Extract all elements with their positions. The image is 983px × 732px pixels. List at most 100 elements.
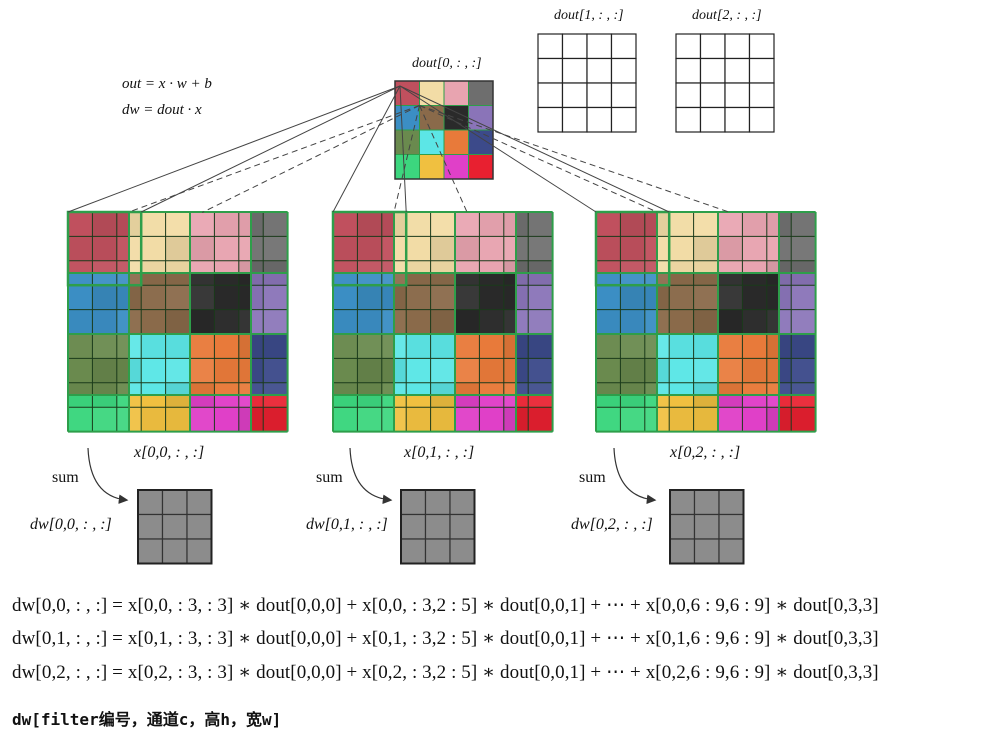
x-0-cell xyxy=(190,285,215,310)
x-1-cell xyxy=(479,236,504,261)
x-0-cell xyxy=(165,260,190,273)
projection-dashed-2 xyxy=(419,105,658,213)
x-1-cell xyxy=(516,358,529,383)
x-0-cell xyxy=(238,285,251,310)
x-0-cell xyxy=(116,334,129,359)
x-2-cell xyxy=(693,309,718,334)
x-2-cell xyxy=(766,260,779,273)
sum-label-2: sum xyxy=(579,469,606,486)
x-0-cell xyxy=(214,260,239,273)
x-2-cell xyxy=(779,395,792,408)
x-0-cell xyxy=(263,334,288,359)
x-2-cell xyxy=(644,273,657,286)
x-1-cell xyxy=(455,334,480,359)
x-0-cell xyxy=(214,334,239,359)
x-0-cell xyxy=(251,236,264,261)
x-0-cell xyxy=(129,285,142,310)
x-0-cell xyxy=(238,236,251,261)
x-1-cell xyxy=(333,260,358,273)
x-2-cell xyxy=(596,382,621,395)
x-1-cell xyxy=(333,334,358,359)
x-1-cell xyxy=(406,285,431,310)
dout-2-cell xyxy=(699,106,726,133)
x-2-cell xyxy=(669,236,694,261)
sum-label-0: sum xyxy=(52,469,79,486)
x-2-cell xyxy=(742,273,767,286)
x-1-cell xyxy=(406,358,431,383)
dw-0-cell xyxy=(161,489,188,516)
x-1-cell xyxy=(479,260,504,273)
x-2-cell xyxy=(779,212,792,237)
x-2-cell xyxy=(742,309,767,334)
x-2-cell xyxy=(742,358,767,383)
x-0-cell xyxy=(263,309,288,334)
x-1-cell xyxy=(503,334,516,359)
x-2-cell xyxy=(657,382,670,395)
x-2-cell xyxy=(596,212,621,237)
x-2-cell xyxy=(669,382,694,395)
x-1-cell xyxy=(516,273,529,286)
x-1-cell xyxy=(430,334,455,359)
dout-2-cell xyxy=(699,33,726,60)
x-1-cell xyxy=(381,309,394,334)
x-0-cell xyxy=(263,395,288,408)
x-1-cell xyxy=(430,309,455,334)
dw-2-border xyxy=(669,489,745,565)
sum-arrow-0 xyxy=(87,447,129,504)
x-2-cell xyxy=(742,236,767,261)
x-2-cell xyxy=(791,407,816,432)
dout-2-cell xyxy=(724,106,751,133)
x-2-cell xyxy=(791,334,816,359)
dw-0-cell xyxy=(137,513,164,540)
x-0-cell xyxy=(68,382,93,395)
x-2-cell xyxy=(596,260,621,273)
x-0-cell xyxy=(129,395,142,408)
x-1-cell xyxy=(528,285,553,310)
x-1-cell xyxy=(503,285,516,310)
dw-0-1-label: dw[0,1, : , :] xyxy=(306,516,388,533)
x-2-cell xyxy=(718,273,743,286)
x-1-cell xyxy=(394,212,407,237)
x-2-cell xyxy=(669,309,694,334)
x-1-cell xyxy=(381,285,394,310)
x-0-cell xyxy=(263,382,288,395)
dw-1-border xyxy=(400,489,476,565)
x-0-cell xyxy=(68,273,93,286)
x-1-cell xyxy=(479,395,504,408)
x-2-cell xyxy=(766,358,779,383)
x-1-cell xyxy=(528,212,553,237)
x-0-cell xyxy=(214,236,239,261)
x-0-cell xyxy=(92,382,117,395)
x-2-cell xyxy=(596,285,621,310)
x-2-cell xyxy=(693,285,718,310)
x-2-cell xyxy=(791,236,816,261)
x-1-cell xyxy=(333,236,358,261)
x-0-cell xyxy=(238,212,251,237)
x-1-cell xyxy=(394,395,407,408)
x-2-cell xyxy=(742,212,767,237)
x-0-cell xyxy=(116,309,129,334)
x-1-cell xyxy=(333,382,358,395)
dout-2-cell xyxy=(748,106,775,133)
projection-line-1 xyxy=(332,85,401,213)
x-1-cell xyxy=(516,309,529,334)
x-0-cell xyxy=(141,358,166,383)
x-1-cell xyxy=(357,285,382,310)
x-0-cell xyxy=(165,382,190,395)
dout-0-cell xyxy=(419,105,445,131)
x-1-cell xyxy=(430,236,455,261)
x-0-cell xyxy=(165,212,190,237)
x-1-cell xyxy=(516,382,529,395)
x-2-cell xyxy=(596,407,621,432)
sum-arrow-2 xyxy=(613,447,657,505)
x-2-cell xyxy=(766,382,779,395)
x-1-cell xyxy=(528,273,553,286)
x-2-cell xyxy=(644,285,657,310)
x-1-cell xyxy=(406,273,431,286)
x-1-cell xyxy=(516,334,529,359)
x-0-cell xyxy=(92,236,117,261)
x-0-cell xyxy=(165,395,190,408)
x-1-cell xyxy=(406,212,431,237)
x-2-cell xyxy=(596,395,621,408)
x-2-cell xyxy=(693,395,718,408)
